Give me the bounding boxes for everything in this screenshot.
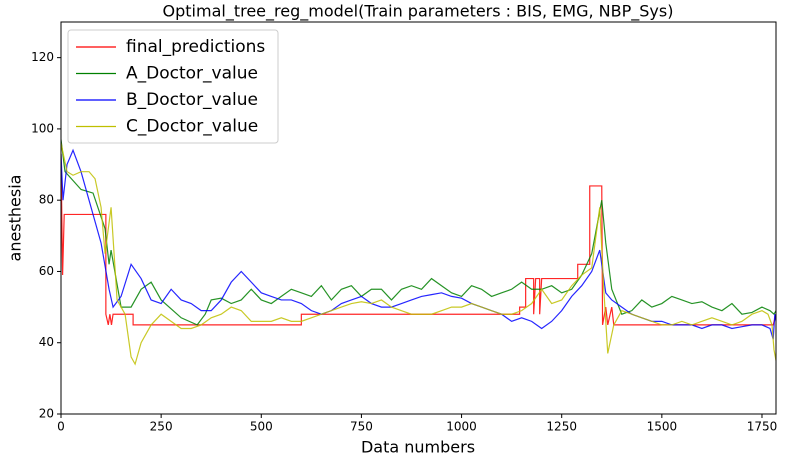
x-tick-label: 1750: [747, 420, 778, 434]
series-line: [61, 139, 776, 326]
y-tick-label: 20: [39, 407, 54, 421]
series-line: [61, 148, 776, 340]
series-line: [61, 143, 776, 366]
legend-label: A_Doctor_value: [126, 64, 258, 84]
x-tick-label: 1500: [647, 420, 678, 434]
y-tick-label: 60: [39, 264, 54, 278]
x-axis-label: Data numbers: [361, 438, 475, 457]
x-tick-label: 1000: [446, 420, 477, 434]
x-tick-label: 750: [350, 420, 373, 434]
y-axis-label: anesthesia: [6, 175, 25, 262]
legend-label: B_Doctor_value: [126, 90, 258, 110]
y-tick-label: 120: [31, 50, 54, 64]
y-tick-label: 80: [39, 193, 54, 207]
x-tick-label: 0: [57, 420, 65, 434]
legend-label: C_Doctor_value: [126, 117, 258, 137]
x-tick-label: 1250: [546, 420, 577, 434]
series-line: [61, 153, 776, 326]
legend-box: [67, 29, 279, 144]
x-tick-label: 500: [250, 420, 273, 434]
y-tick-label: 40: [39, 335, 54, 349]
chart-title: Optimal_tree_reg_model(Train parameters …: [163, 2, 674, 22]
y-tick-label: 100: [31, 121, 54, 135]
x-tick-label: 250: [150, 420, 173, 434]
legend-label: final_predictions: [126, 37, 265, 57]
plot-frame: [60, 21, 777, 415]
